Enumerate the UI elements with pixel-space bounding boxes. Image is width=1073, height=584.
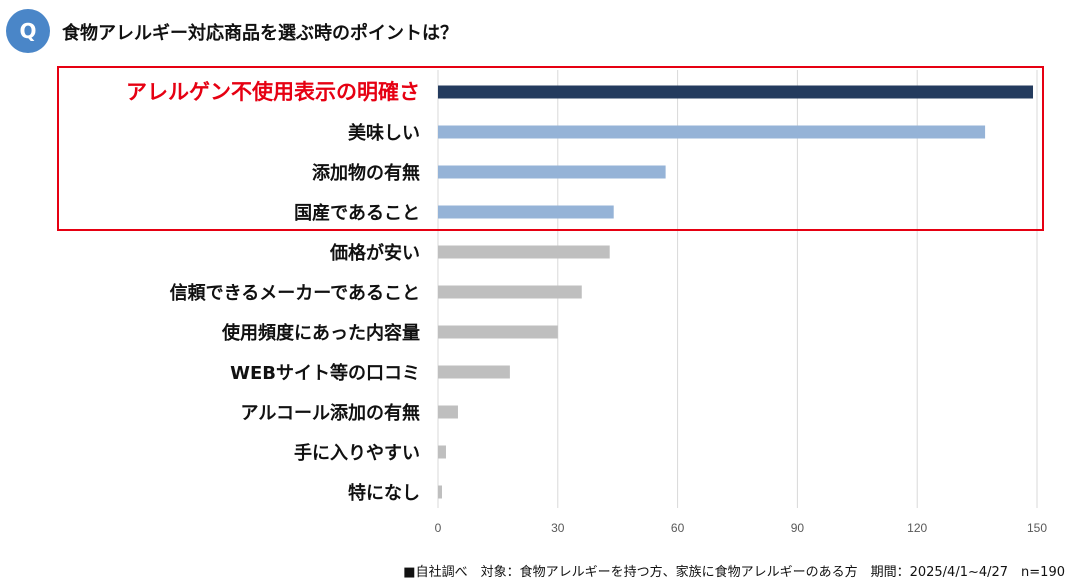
category-label: アレルゲン不使用表示の明確さ (126, 80, 420, 104)
bar (438, 285, 582, 299)
highlight-box (57, 66, 1044, 231)
category-label: 信頼できるメーカーであること (170, 282, 420, 304)
bar (438, 365, 510, 379)
category-label: 手に入りやすい (294, 442, 420, 464)
category-label: 国産であること (294, 202, 420, 224)
x-tick-label: 60 (671, 521, 685, 535)
bar (438, 325, 558, 339)
category-label: 美味しい (348, 122, 420, 144)
bar (438, 205, 614, 219)
category-label: 添加物の有無 (312, 162, 420, 184)
bar (438, 165, 666, 179)
category-label: 使用頻度にあった内容量 (221, 322, 420, 344)
bar (438, 245, 610, 259)
bar (438, 485, 442, 499)
bar (438, 405, 458, 419)
x-tick-label: 120 (907, 521, 927, 535)
x-tick-label: 150 (1027, 521, 1047, 535)
x-tick-label: 30 (551, 521, 565, 535)
category-label: WEBサイト等の口コミ (230, 362, 420, 384)
category-label: 価格が安い (329, 242, 420, 264)
question-title: 食物アレルギー対応商品を選ぶ時のポイントは？ (62, 23, 458, 44)
bar (438, 125, 986, 139)
category-label: アルコール添加の有無 (241, 402, 420, 424)
bar (438, 445, 446, 459)
question-badge: Q (6, 9, 50, 53)
x-tick-label: 0 (435, 521, 442, 535)
category-label: 特になし (348, 482, 420, 504)
bar (438, 85, 1034, 99)
x-tick-label: 90 (791, 521, 805, 535)
footer-note: ■自社調べ 対象：食物アレルギーを持つ方、家族に食物アレルギーのある方 期間：2… (403, 565, 1065, 580)
